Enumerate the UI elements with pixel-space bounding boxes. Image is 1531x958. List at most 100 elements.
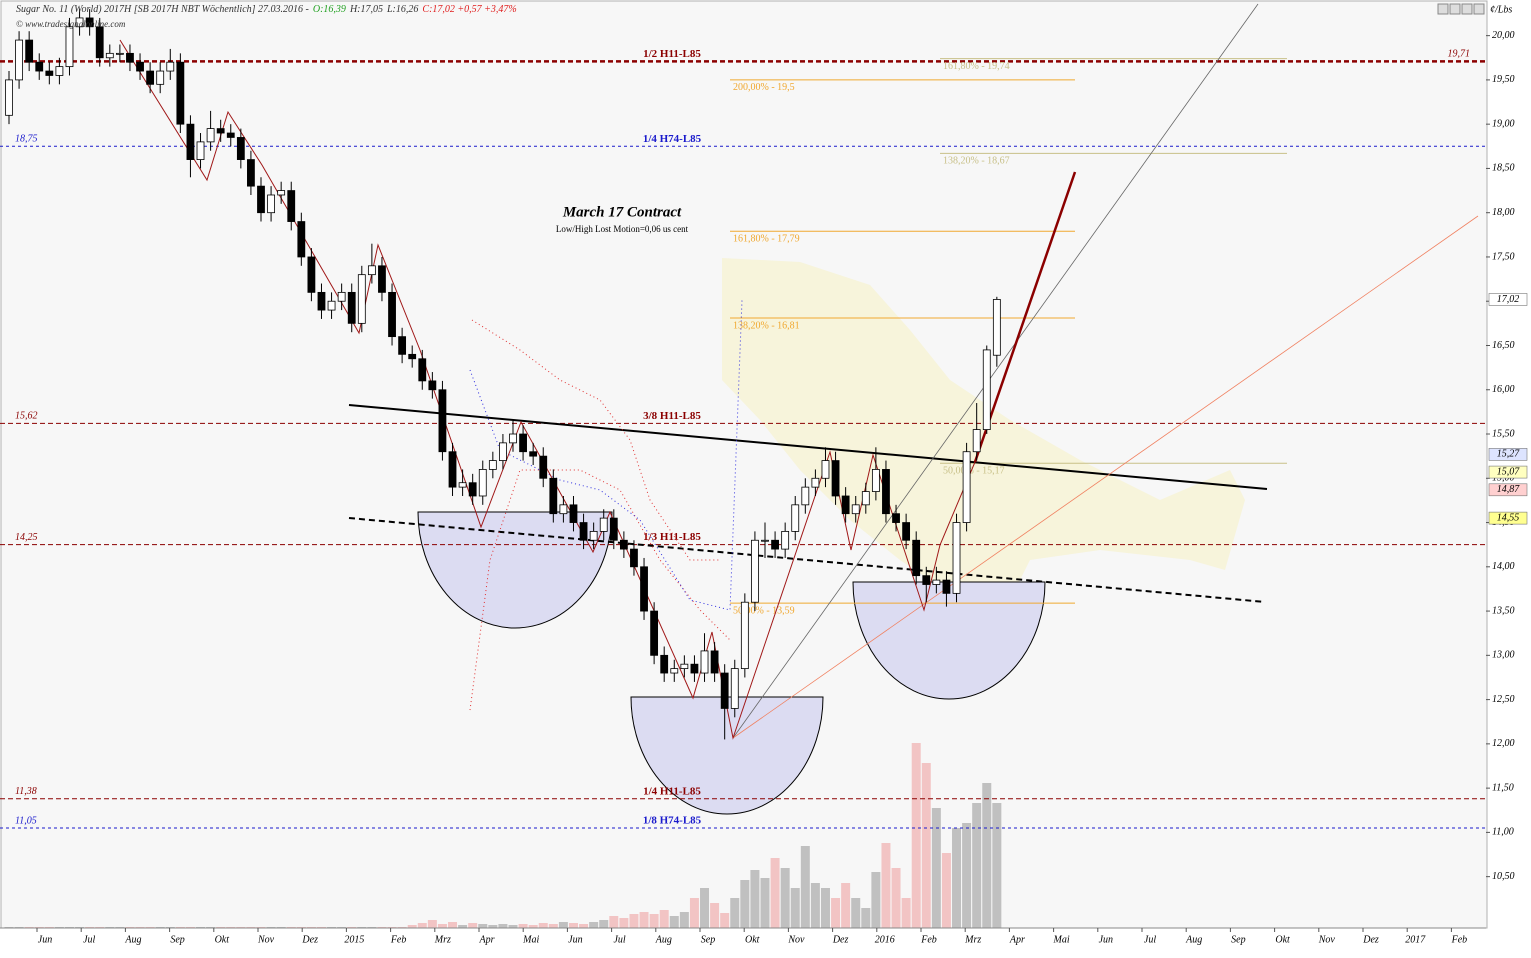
candle-body bbox=[5, 79, 13, 116]
price-flag bbox=[1488, 511, 1528, 525]
unit-label: ¢/Lbs bbox=[1490, 4, 1512, 15]
y-tick-label: 16,50 bbox=[1492, 340, 1515, 351]
candle-body bbox=[761, 539, 769, 542]
candle-body bbox=[912, 539, 921, 577]
candle-body bbox=[408, 353, 417, 360]
level-name: 1/3 H11-L85 bbox=[643, 531, 701, 543]
volume-bar bbox=[427, 920, 437, 928]
candle-body bbox=[105, 52, 114, 59]
price-flag bbox=[1488, 483, 1528, 497]
volume-bar bbox=[448, 922, 458, 928]
y-tick-label: 10,50 bbox=[1492, 871, 1515, 882]
level-label: 19,71 bbox=[1448, 49, 1471, 60]
candle-body bbox=[730, 668, 739, 709]
volume-bar bbox=[589, 922, 599, 928]
x-tick-label: Jun bbox=[568, 934, 582, 945]
x-tick-label: Feb bbox=[390, 934, 407, 945]
toolbar-button[interactable] bbox=[1473, 3, 1485, 15]
volume-bar bbox=[740, 880, 750, 928]
y-tick-label: 18,00 bbox=[1492, 207, 1515, 218]
candle-body bbox=[337, 291, 346, 302]
header-low: L:16,26 bbox=[386, 4, 418, 15]
axes-layer: 10,50 11,00 11,50 12,00 12,50 13,00 13,50 14,00… bbox=[0, 30, 1528, 945]
toolbar-button[interactable] bbox=[1437, 3, 1449, 15]
volume-bar bbox=[800, 846, 810, 928]
price-flag bbox=[1488, 293, 1528, 306]
y-tick-label: 11,50 bbox=[1492, 782, 1514, 793]
candle-body bbox=[418, 358, 427, 382]
toolbar-button[interactable] bbox=[1461, 3, 1473, 15]
fib-label: 138,20% - 18,67 bbox=[943, 156, 1010, 167]
trend-line bbox=[973, 171, 1077, 463]
x-tick-label: Mrz bbox=[964, 934, 981, 945]
candle-body bbox=[156, 70, 165, 85]
x-tick-label: 2015 bbox=[344, 934, 364, 945]
volume-bar bbox=[831, 898, 841, 928]
volume-bar bbox=[649, 914, 659, 928]
volume-bar bbox=[679, 912, 689, 928]
x-tick-label: Sep bbox=[1231, 934, 1245, 945]
trend-line bbox=[732, 3, 1259, 739]
candle-body bbox=[468, 482, 477, 497]
dotted-line bbox=[469, 299, 743, 611]
candle-body bbox=[609, 517, 618, 541]
y-tick-label: 14,00 bbox=[1492, 561, 1515, 572]
candle-body bbox=[216, 128, 225, 134]
volume-bar bbox=[689, 898, 699, 928]
candle-body bbox=[932, 579, 941, 585]
header-close: C:17,02 +0,57 +3,47% bbox=[422, 4, 516, 15]
candle-body bbox=[882, 469, 890, 515]
volume-bar bbox=[669, 916, 679, 928]
candle-body bbox=[700, 650, 709, 674]
price-flag-label: 15,07 bbox=[1497, 466, 1521, 477]
volume-bar bbox=[700, 888, 710, 928]
candle-body bbox=[902, 522, 911, 541]
trend-line bbox=[732, 215, 1479, 739]
volume-bar bbox=[901, 898, 911, 928]
volume-bar bbox=[992, 803, 1002, 928]
candle-body bbox=[55, 66, 64, 76]
candle-body bbox=[226, 132, 235, 138]
volume-bar bbox=[780, 868, 790, 928]
volume-bar bbox=[962, 823, 972, 928]
candle-body bbox=[357, 274, 366, 324]
candle-body bbox=[660, 654, 669, 674]
toolbar-button[interactable] bbox=[1449, 3, 1461, 15]
volume-bar bbox=[871, 872, 881, 928]
level-label: 14,25 bbox=[15, 532, 38, 543]
x-tick-label: Mai bbox=[1053, 934, 1070, 945]
x-tick-label: Aug bbox=[655, 934, 672, 945]
volume-bar bbox=[659, 910, 669, 928]
candle-body bbox=[801, 486, 810, 506]
fib-label: 161,80% - 17,79 bbox=[733, 234, 800, 245]
candle-body bbox=[720, 672, 729, 709]
candle-body bbox=[146, 70, 155, 85]
x-tick-label: Sep bbox=[701, 934, 715, 945]
candle-body bbox=[307, 256, 316, 293]
price-flag-label: 17,02 bbox=[1497, 294, 1520, 305]
candle-body bbox=[126, 52, 134, 63]
price-flag-label: 14,87 bbox=[1497, 484, 1521, 495]
x-tick-label: Aug bbox=[124, 934, 141, 945]
candle-body bbox=[347, 291, 356, 324]
candle-body bbox=[35, 61, 44, 72]
candle-body bbox=[670, 668, 679, 674]
y-tick-label: 13,50 bbox=[1492, 605, 1515, 616]
level-name: 1/4 H74-L85 bbox=[643, 133, 702, 145]
volume-bar bbox=[609, 916, 619, 928]
volume-bar bbox=[538, 923, 548, 928]
x-tick-label: Okt bbox=[745, 934, 760, 945]
volume-bar bbox=[629, 914, 639, 928]
candle-body bbox=[448, 451, 457, 488]
volume-bar bbox=[508, 925, 518, 928]
candle-body bbox=[690, 663, 699, 674]
volume-bar bbox=[952, 828, 962, 928]
y-tick-label: 16,00 bbox=[1492, 384, 1515, 395]
candle-body bbox=[599, 517, 608, 532]
volume-bar bbox=[770, 858, 780, 928]
arc bbox=[852, 581, 1046, 700]
volume-bar bbox=[750, 870, 760, 928]
volume-bar bbox=[982, 783, 992, 928]
candle-body bbox=[257, 185, 265, 214]
volume-layer bbox=[4, 743, 1002, 928]
